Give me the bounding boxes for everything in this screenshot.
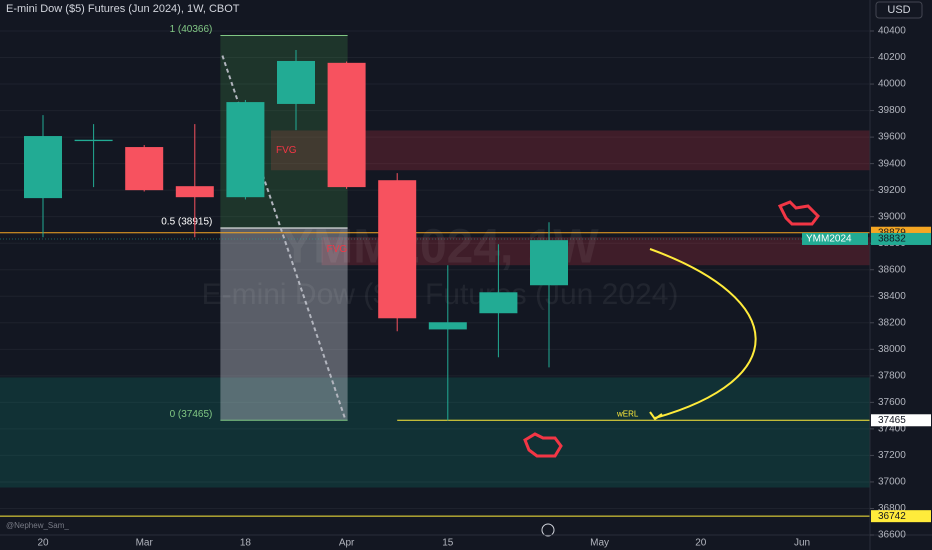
- symbol-tag-label: YMM2024: [806, 234, 852, 245]
- y-tick-label: 36800: [878, 503, 906, 514]
- candle-body: [428, 322, 467, 330]
- x-tick-label: 20: [695, 538, 707, 549]
- y-tick-label: 37200: [878, 450, 906, 461]
- x-tick-label: 18: [240, 538, 252, 549]
- y-tick-label: 39600: [878, 132, 906, 143]
- hand-icon: [777, 200, 820, 226]
- currency[interactable]: USD: [887, 4, 910, 16]
- zone: [271, 130, 870, 171]
- price-tag-label: 36742: [878, 511, 906, 522]
- x-tick-label: Apr: [339, 538, 355, 549]
- y-tick-label: 37000: [878, 477, 906, 488]
- y-tick-label: 36600: [878, 530, 906, 541]
- candle-body: [479, 292, 518, 314]
- candle-body: [530, 240, 568, 286]
- price-tag-label: 38832: [878, 234, 906, 245]
- arrow-head: [649, 411, 663, 421]
- price-tag: [871, 414, 931, 427]
- candle-body: [24, 136, 62, 199]
- fib-lower: [220, 227, 348, 421]
- y-tick-label: 38400: [878, 291, 906, 302]
- candle-body: [277, 60, 315, 104]
- watermark-sub: E-mini Dow ($5) Futures (Jun 2024): [202, 278, 679, 311]
- candle-body: [125, 147, 164, 191]
- y-tick-label: 39400: [878, 158, 906, 169]
- y-tick-label: 38600: [878, 264, 906, 275]
- fib-label: 1 (40366): [170, 24, 213, 35]
- price-tag: [871, 510, 931, 523]
- price-tag: [871, 232, 931, 245]
- replay-icon[interactable]: [541, 523, 555, 537]
- y-tick-label: 40200: [878, 52, 906, 63]
- currency-button[interactable]: [875, 1, 923, 19]
- y-tick-label: 40400: [878, 26, 906, 37]
- candle-body: [226, 102, 265, 198]
- fib-label: 0 (37465): [170, 409, 213, 420]
- candle-body: [378, 180, 417, 319]
- y-tick-label: 38000: [878, 344, 906, 355]
- x-tick-label: Jun: [794, 538, 810, 549]
- y-tick-label: 38200: [878, 317, 906, 328]
- x-tick-label: May: [590, 538, 609, 549]
- symbol-tag: [802, 232, 868, 245]
- y-tick-label: 39800: [878, 105, 906, 116]
- price-tag-label: 38879: [878, 227, 906, 238]
- candle-body: [175, 186, 214, 198]
- y-tick-label: 39000: [878, 211, 906, 222]
- annotation: wERL: [616, 409, 639, 418]
- price-tag-label: 37465: [878, 415, 906, 426]
- candle-body: [74, 139, 113, 142]
- candle-body: [327, 62, 366, 188]
- chart-title: E-mini Dow ($5) Futures (Jun 2024), 1W, …: [6, 3, 240, 15]
- zone-label: FVG: [276, 145, 297, 156]
- y-tick-label: 39200: [878, 185, 906, 196]
- x-tick-label: Mar: [136, 538, 154, 549]
- zone-label: FVG: [327, 244, 348, 255]
- y-tick-label: 40000: [878, 79, 906, 90]
- x-tick-label: 20: [37, 538, 49, 549]
- x-tick-label: 15: [442, 538, 454, 549]
- arrow-curve: [649, 248, 757, 419]
- y-tick-label: 37400: [878, 424, 906, 435]
- zone: [0, 377, 870, 488]
- author: @Nephew_Sam_: [6, 521, 69, 530]
- fib-label: 0.5 (38915): [161, 217, 212, 228]
- y-tick-label: 37600: [878, 397, 906, 408]
- hand-icon: [523, 432, 563, 458]
- y-tick-label: 37800: [878, 370, 906, 381]
